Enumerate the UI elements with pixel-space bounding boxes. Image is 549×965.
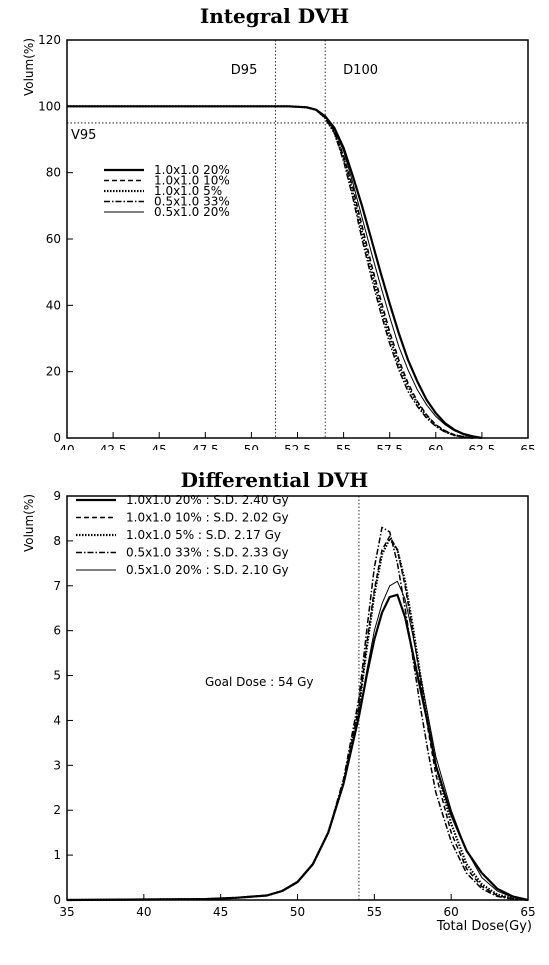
series-line-1 — [66, 593, 529, 902]
y-tick-label: 8 — [53, 534, 61, 548]
x-tick-label: 65 — [520, 443, 535, 450]
x-tick-label: 47.5 — [192, 443, 219, 450]
legend-label-2: 1.0x1.0 10% : S.D. 2.02 Gy — [126, 511, 289, 525]
x-tick-label: 40 — [59, 443, 74, 450]
y-tick-label: 9 — [53, 489, 61, 503]
plot-frame — [66, 39, 529, 439]
x-tick-label: 45 — [152, 443, 167, 450]
x-tick-label: 57.5 — [376, 443, 403, 450]
x-tick-label: 60 — [444, 905, 459, 919]
y-tick-label: 0 — [53, 431, 61, 445]
series-line-5 — [66, 580, 529, 901]
legend-label-5: 0.5x1.0 20% — [154, 205, 230, 219]
annotation-d95: D95 — [231, 63, 258, 78]
annotation-d100: D100 — [343, 63, 378, 78]
series-line-2 — [67, 105, 473, 439]
y-tick-label: 3 — [53, 758, 61, 772]
annotation-v95: V95 — [71, 128, 96, 143]
legend-label-4: 0.5x1.0 33% : S.D. 2.33 Gy — [126, 546, 289, 560]
x-tick-label: 45 — [213, 905, 228, 919]
differential-dvh-title: Differential DVH — [180, 468, 369, 492]
integral-dvh-chart: 40 42.5 45 47.5 50 52.5 55 57.5 60 62.5 65 0 20 40 60 8… — [22, 33, 536, 450]
y-axis-label: Volum(%) — [22, 494, 36, 552]
y-tick-label: 4 — [53, 713, 61, 727]
legend-label-4: 0.5x1.0 33% — [154, 195, 230, 209]
y-tick-label: 100 — [38, 99, 61, 113]
y-tick-label: 5 — [53, 669, 61, 683]
y-tick-label: 0 — [53, 893, 61, 907]
legend-label-1: 1.0x1.0 20% : S.D. 2.40 Gy — [126, 493, 289, 507]
y-tick-label: 6 — [53, 624, 61, 638]
y-tick-label: 1 — [53, 848, 61, 862]
legend-label-1: 1.0x1.0 20% — [154, 163, 230, 177]
legend-label-3: 1.0x1.0 5% — [154, 184, 222, 198]
x-tick-label: 35 — [59, 905, 74, 919]
y-tick-label: 7 — [53, 579, 61, 593]
x-tick-label: 55 — [367, 905, 382, 919]
series-line-3 — [67, 105, 473, 440]
y-tick-label: 40 — [46, 298, 61, 312]
series-line-4 — [67, 105, 473, 439]
x-tick-label: 50 — [244, 443, 259, 450]
legend-label-5: 0.5x1.0 20% : S.D. 2.10 Gy — [126, 563, 289, 577]
legend-label-3: 1.0x1.0 5% : S.D. 2.17 Gy — [126, 528, 281, 542]
series-line-4 — [66, 526, 529, 901]
y-tick-label: 60 — [46, 232, 61, 246]
x-tick-label: 40 — [136, 905, 151, 919]
series-line-1 — [67, 105, 483, 440]
x-tick-label: 65 — [520, 905, 535, 919]
y-tick-label: 120 — [38, 33, 61, 47]
x-tick-label: 42.5 — [100, 443, 127, 450]
x-tick-label: 55 — [336, 443, 351, 450]
x-axis-label: Total Dose(Gy) — [436, 919, 532, 934]
x-tick-label: 62.5 — [469, 443, 496, 450]
x-tick-label: 50 — [290, 905, 305, 919]
y-tick-label: 80 — [46, 166, 61, 180]
x-tick-label: 52.5 — [284, 443, 311, 450]
x-tick-label: 60 — [428, 443, 443, 450]
y-tick-label: 20 — [46, 365, 61, 379]
y-axis-label: Volum(%) — [22, 38, 36, 96]
goal-dose-annotation: Goal Dose : 54 Gy — [205, 675, 314, 689]
y-tick-label: 2 — [53, 803, 61, 817]
legend-label-2: 1.0x1.0 10% — [154, 174, 230, 188]
series-line-3 — [66, 537, 529, 902]
series-line-5 — [67, 105, 482, 439]
integral-dvh-title: Integral DVH — [199, 4, 350, 28]
